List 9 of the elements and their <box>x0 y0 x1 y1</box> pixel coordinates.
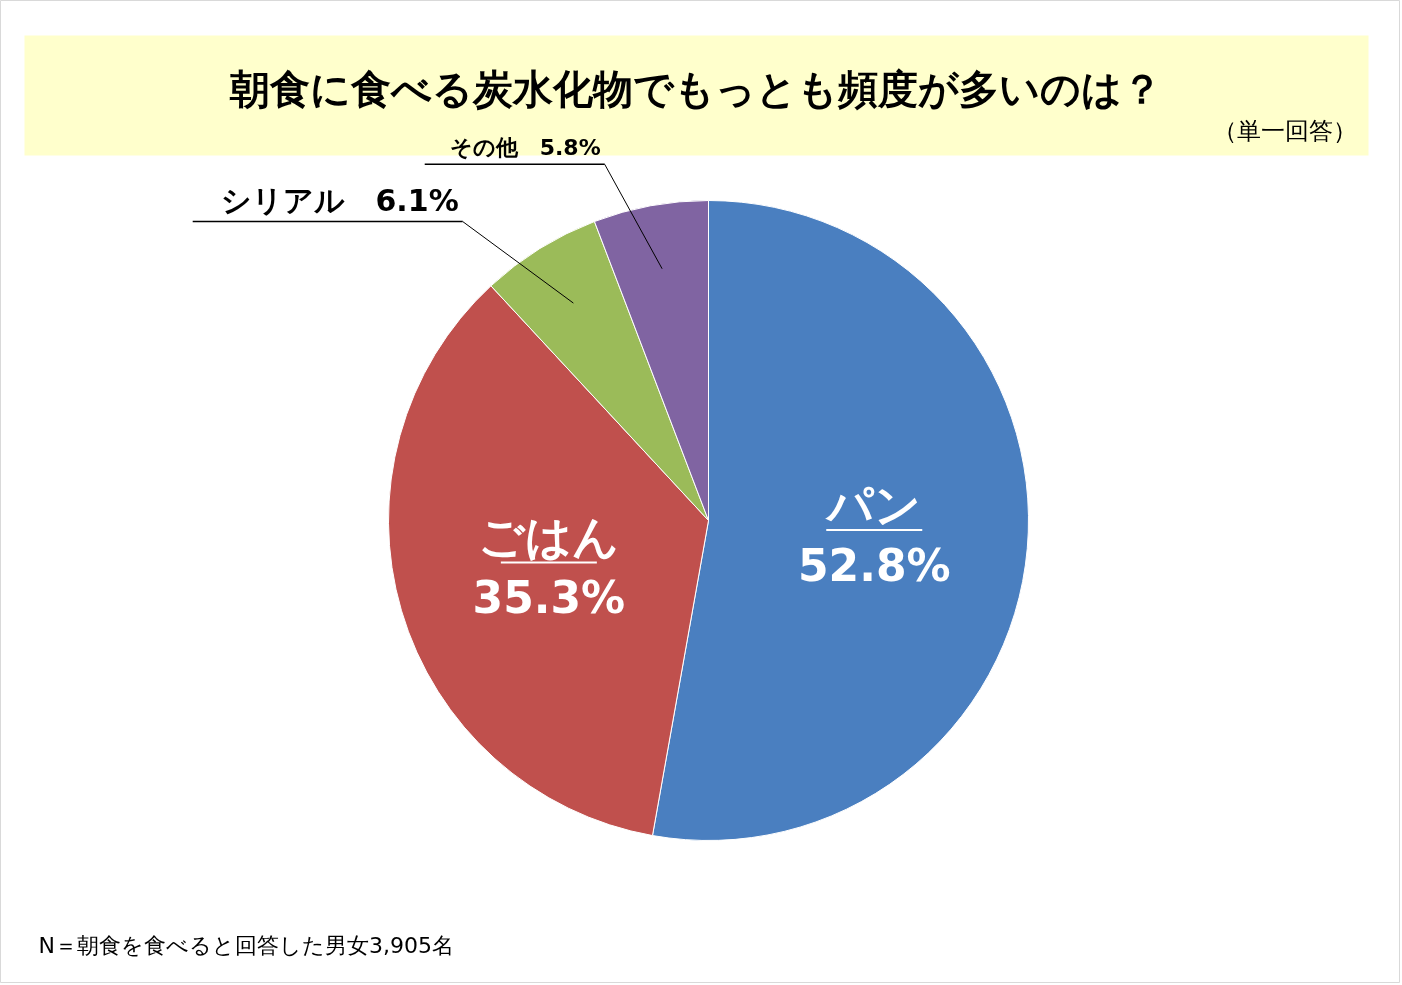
slice-label: シリアル 6.1% <box>221 182 459 218</box>
slice-label: パン <box>825 478 922 533</box>
slice-label: ごはん <box>478 510 620 565</box>
chart-title: 朝食に食べる炭水化物でもっとも頻度が多いのは？ <box>228 65 1162 112</box>
slice-label: その他 5.8% <box>449 135 601 161</box>
text: N＝朝食を食べると回答した男女3,905名 <box>38 933 454 958</box>
data-label: 52.8% <box>797 539 951 591</box>
data-label: 35.3% <box>472 571 626 623</box>
text: （単一回答） <box>1212 116 1357 145</box>
